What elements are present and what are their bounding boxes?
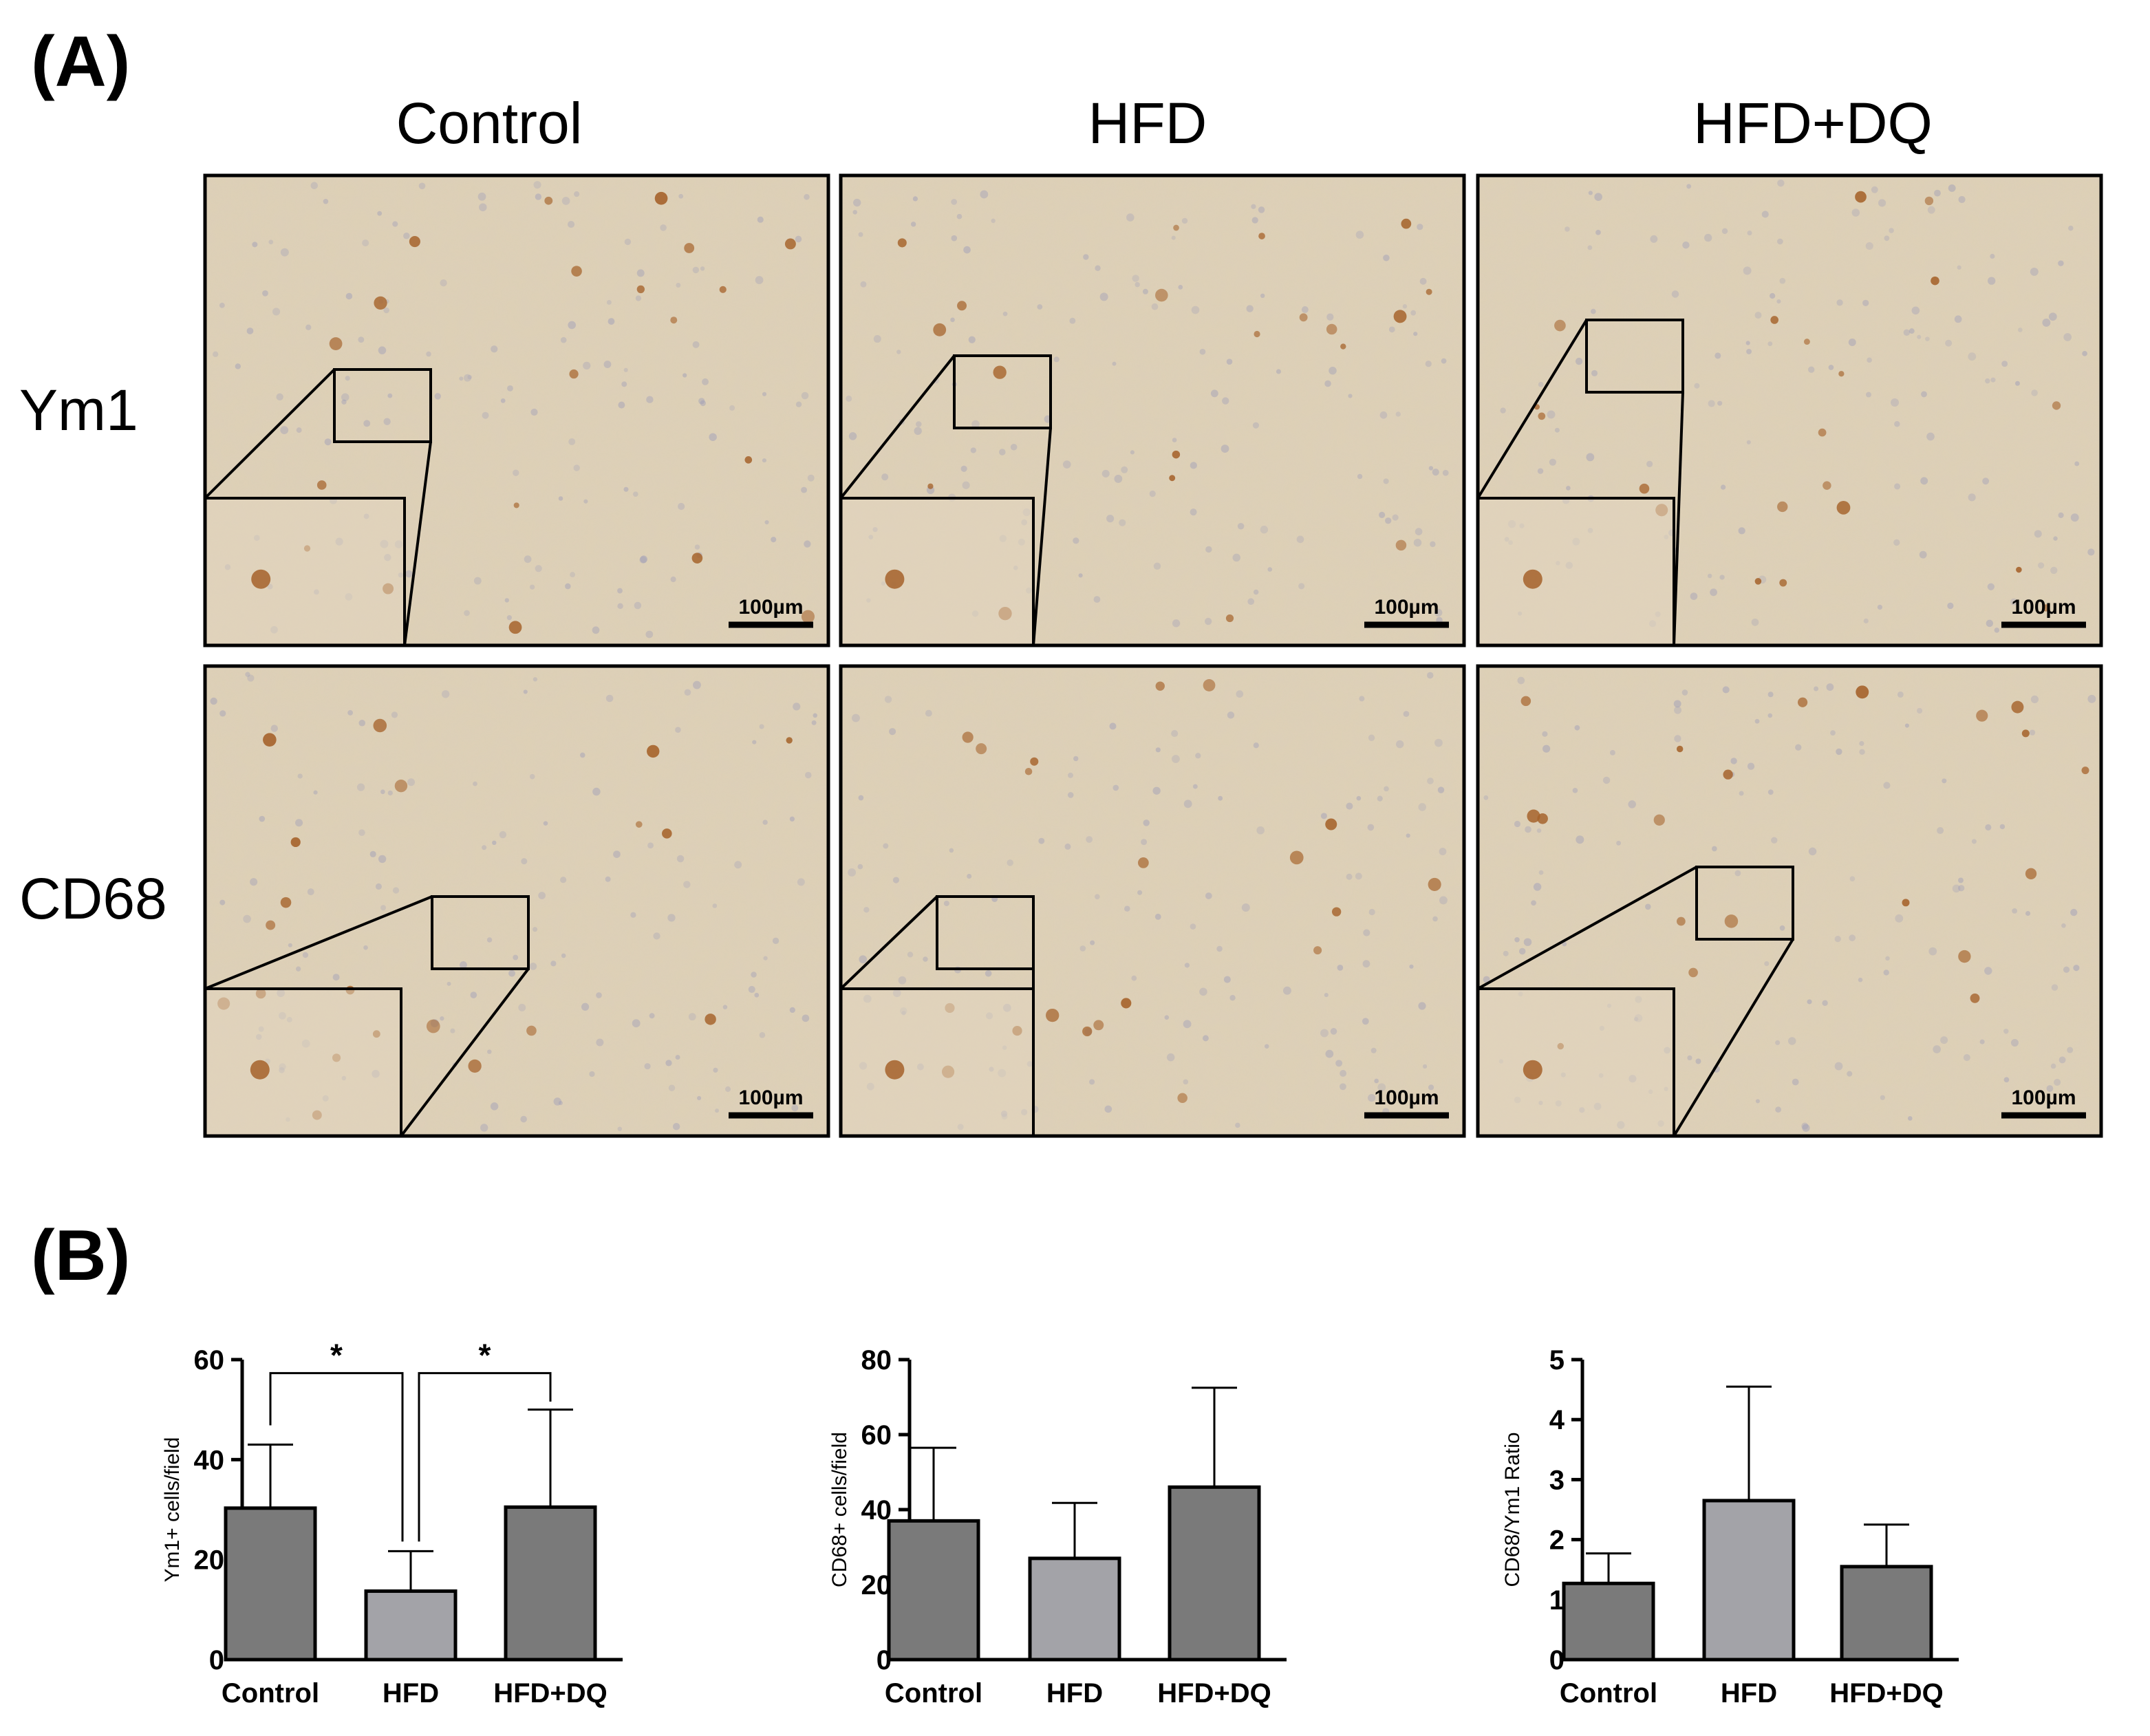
- scale-bar-label: 100µm: [738, 596, 803, 619]
- bar-chart-0: 0 20 40 60 Ym1+ cells/field Control HFD HFD+DQ *…: [161, 1338, 623, 1708]
- category-label: HFD: [383, 1678, 439, 1708]
- y-axis-label: CD68+ cells/field: [828, 1432, 851, 1587]
- column-header-2: HFD+DQ: [1693, 91, 1933, 156]
- row-label-1: CD68: [19, 866, 167, 931]
- category-label: HFD+DQ: [1157, 1678, 1271, 1708]
- y-tick-label: 1: [1549, 1585, 1565, 1616]
- micrograph-cd68-hfd-dq: 100µm: [1476, 664, 2103, 1138]
- category-label: Control: [222, 1678, 319, 1708]
- bar-hfd: [1702, 1499, 1796, 1662]
- category-label: Control: [1560, 1678, 1657, 1708]
- micrograph-ym1-hfd: 100µm: [839, 173, 1466, 647]
- y-tick-label: 40: [194, 1445, 225, 1475]
- y-tick-label: 0: [209, 1645, 224, 1675]
- y-tick-label: 20: [194, 1545, 225, 1576]
- y-axis-label: CD68/Ym1 Ratio: [1501, 1432, 1524, 1587]
- scale-bar-label: 100µm: [738, 1086, 803, 1109]
- column-header-0: Control: [396, 91, 583, 156]
- bar-hfd: [1028, 1556, 1121, 1662]
- y-tick-label: 80: [861, 1345, 892, 1375]
- significance-bracket: [269, 1372, 404, 1542]
- y-tick-label: 3: [1549, 1465, 1565, 1495]
- category-label: HFD: [1721, 1678, 1777, 1708]
- micrograph-ym1-hfd-dq: 100µm: [1476, 173, 2103, 647]
- bar-control: [1562, 1581, 1655, 1662]
- y-tick-label: 60: [194, 1345, 225, 1375]
- bar-control: [887, 1519, 980, 1662]
- bar-hfd: [364, 1589, 458, 1662]
- micrograph-grid: 100µm 100µm 100µm 100µm 100µm 100µm: [203, 173, 2103, 1138]
- y-axis-label: Ym1+ cells/field: [161, 1437, 184, 1583]
- y-tick-label: 20: [861, 1570, 892, 1600]
- bar-hfd-dq: [1840, 1565, 1933, 1662]
- scale-bar-label: 100µm: [2011, 1086, 2076, 1109]
- column-header-1: HFD: [1088, 91, 1207, 156]
- scale-bar-label: 100µm: [1374, 596, 1439, 619]
- category-label: Control: [885, 1678, 982, 1708]
- scale-bar-label: 100µm: [1374, 1086, 1439, 1109]
- row-labels: Ym1 CD68: [19, 378, 167, 931]
- significance-star: *: [330, 1338, 343, 1373]
- significance-bracket: [418, 1372, 552, 1542]
- panel-b-label: (B): [31, 1216, 130, 1296]
- y-tick-label: 0: [1549, 1645, 1565, 1675]
- category-label: HFD+DQ: [493, 1678, 608, 1708]
- row-label-0: Ym1: [19, 378, 138, 442]
- y-tick-label: 5: [1549, 1345, 1565, 1375]
- column-headers: Control HFD HFD+DQ: [396, 91, 1933, 156]
- micrograph-cd68-control: 100µm: [203, 664, 830, 1138]
- y-tick-label: 2: [1549, 1525, 1565, 1556]
- bar-hfd-dq: [504, 1505, 597, 1662]
- y-tick-label: 4: [1549, 1405, 1565, 1435]
- panel-a-label: (A): [31, 22, 130, 102]
- bar-chart-2: 0 1 2 3 4 5 CD68/Ym1 Ratio Control HFD HFD+DQ: [1501, 1345, 1959, 1708]
- category-label: HFD+DQ: [1829, 1678, 1944, 1708]
- y-tick-label: 60: [861, 1420, 892, 1450]
- scale-bar-label: 100µm: [2011, 596, 2076, 619]
- bar-hfd-dq: [1168, 1485, 1261, 1662]
- significance-star: *: [479, 1338, 491, 1373]
- category-label: HFD: [1046, 1678, 1103, 1708]
- micrograph-ym1-control: 100µm: [203, 173, 830, 647]
- bar-control: [224, 1506, 317, 1662]
- y-tick-label: 40: [861, 1495, 892, 1525]
- micrograph-cd68-hfd: 100µm: [839, 664, 1466, 1138]
